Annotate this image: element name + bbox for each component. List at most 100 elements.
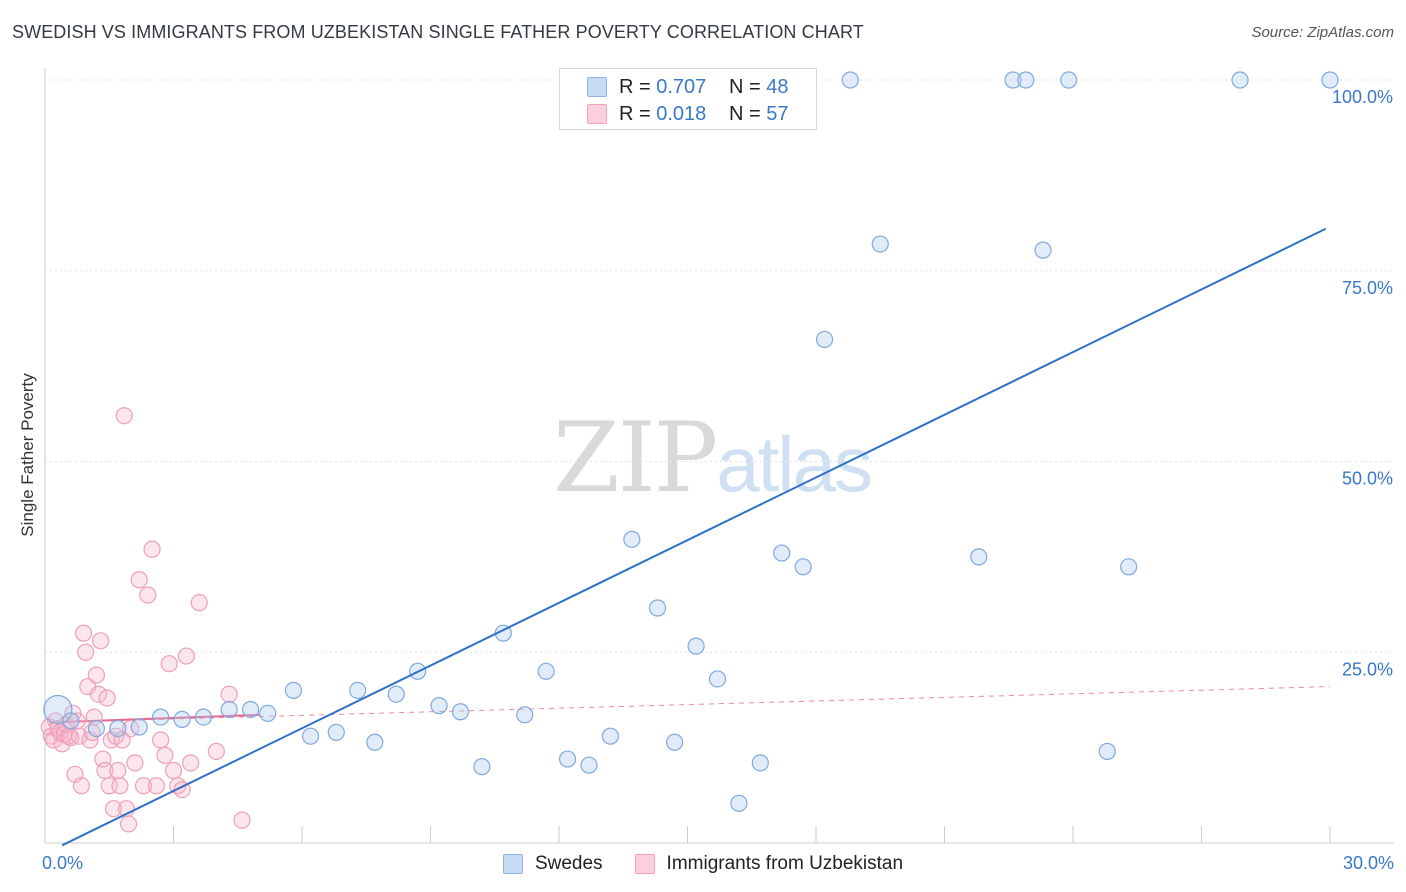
swedes-point	[1004, 71, 1022, 89]
swedes-point	[43, 694, 73, 725]
uzbek-point	[92, 632, 110, 650]
swedes-point	[773, 544, 791, 562]
uzbek-point	[109, 761, 127, 780]
swedes-point	[259, 704, 277, 722]
uzbek-point	[177, 647, 195, 665]
swedes-point	[1034, 241, 1052, 259]
y-tick-label-0: 25.0%	[1342, 659, 1393, 679]
swedes-point	[1120, 558, 1138, 576]
x-tick-label-max: 30.0%	[1343, 853, 1394, 873]
uzbek-point	[62, 729, 80, 747]
y-tick-label-2: 75.0%	[1342, 278, 1393, 298]
swedes-trend-line	[61, 227, 1327, 847]
legend-r-label-uzbek: R =	[619, 102, 651, 125]
swedes-point	[1017, 71, 1035, 89]
swedes-point	[558, 750, 577, 768]
uzbek-point	[233, 811, 251, 829]
legend-label-uzbek: Immigrants from Uzbekistan	[666, 853, 904, 874]
swedes-point	[815, 330, 834, 349]
swedes-point	[349, 681, 367, 700]
legend-row-swedes: R = 0.707 N = 48	[560, 73, 789, 101]
swedes-point	[601, 727, 620, 745]
uzbek-point	[190, 594, 208, 612]
legend-n-label-uzbek: N =	[729, 102, 761, 125]
swedes-point	[387, 685, 405, 703]
grid-lines	[45, 79, 1394, 653]
legend-item-uzbek: Immigrants from Uzbekistan	[634, 853, 904, 875]
swedes-point	[970, 548, 988, 566]
legend-n-value-swedes: 48	[766, 75, 789, 98]
swedes-point	[841, 71, 859, 89]
swedes-point	[1098, 742, 1116, 761]
uzbek-point	[74, 624, 93, 642]
uzbek-point	[143, 540, 161, 558]
uzbek-point	[207, 742, 225, 761]
legend-r-value-uzbek: 0.018	[656, 102, 707, 125]
swedes-point	[537, 662, 555, 680]
correlation-legend: R = 0.707 N = 48 R = 0.018 N = 57	[559, 68, 817, 130]
swedes-point	[194, 708, 213, 726]
legend-n-label-swedes: N =	[729, 75, 761, 98]
uzbek-trend	[49, 686, 1331, 724]
uzbek-point	[87, 666, 106, 684]
uzbek-point	[119, 815, 138, 833]
swedes-trend	[61, 227, 1327, 847]
swedes-point	[580, 756, 598, 774]
uzbek-point	[122, 719, 140, 738]
tick-labels: 25.0% 50.0% 75.0% 100.0% 0.0% 30.0%	[42, 87, 1394, 873]
swedes-point	[130, 718, 148, 736]
legend-swatch-uzbek	[587, 104, 607, 124]
swedes-point	[751, 754, 769, 772]
uzbek-point	[182, 754, 200, 772]
swedes-point	[1231, 71, 1249, 89]
swedes-point	[623, 530, 641, 548]
legend-row-uzbek: R = 0.018 N = 57	[560, 100, 789, 128]
swedes-point	[473, 758, 491, 776]
swedes-point	[730, 794, 748, 812]
legend-item-swedes: Swedes	[502, 853, 603, 875]
swedes-point	[242, 700, 260, 719]
swedes-point	[152, 708, 170, 726]
source-label: Source: ZipAtlas.com	[1251, 24, 1394, 41]
swedes-point	[220, 700, 238, 719]
uzbek-point	[156, 746, 174, 764]
legend-r-label-swedes: R =	[619, 75, 651, 98]
uzbek-point	[160, 655, 178, 673]
chart-title: SWEDISH VS IMMIGRANTS FROM UZBEKISTAN SI…	[12, 22, 864, 42]
x-tick-label-min: 0.0%	[42, 853, 83, 873]
uzbek-point	[115, 407, 133, 425]
uzbek-point	[89, 685, 108, 703]
uzbek-point	[134, 777, 153, 795]
swedes-point	[87, 719, 106, 738]
legend-swatch-swedes-bottom	[502, 854, 523, 874]
uzbek-point	[164, 761, 183, 780]
swedes-point	[687, 637, 705, 655]
swedes-point	[430, 697, 448, 715]
swedes-point	[1321, 71, 1339, 89]
swedes-point	[284, 681, 303, 700]
y-tick-label-3: 100.0%	[1332, 87, 1393, 107]
legend-label-swedes: Swedes	[534, 853, 603, 874]
swedes-point	[794, 558, 812, 576]
axes	[44, 68, 1394, 844]
uzbek-point	[72, 777, 91, 795]
uzbek-point	[111, 777, 129, 795]
uzbek-trend-dashed	[49, 686, 1331, 723]
legend-n-value-uzbek: 57	[766, 102, 789, 125]
uzbek-point	[130, 571, 148, 589]
swedes-point	[871, 235, 889, 253]
uzbek-point	[104, 800, 123, 818]
series-legend: Swedes Immigrants from Uzbekistan	[0, 851, 1406, 877]
uzbek-point	[70, 727, 88, 745]
y-tick-label-1: 50.0%	[1342, 469, 1393, 489]
swedes-point	[62, 712, 80, 730]
legend-swatch-uzbek-bottom	[634, 854, 655, 874]
swedes-point	[666, 733, 684, 751]
swedes-point	[366, 733, 384, 751]
uzbek-point	[220, 685, 238, 703]
swedes-point	[173, 710, 191, 728]
swedes-point	[301, 727, 320, 745]
swedes-points	[43, 71, 1339, 812]
uzbek-point	[126, 754, 144, 772]
uzbek-point	[98, 689, 116, 707]
